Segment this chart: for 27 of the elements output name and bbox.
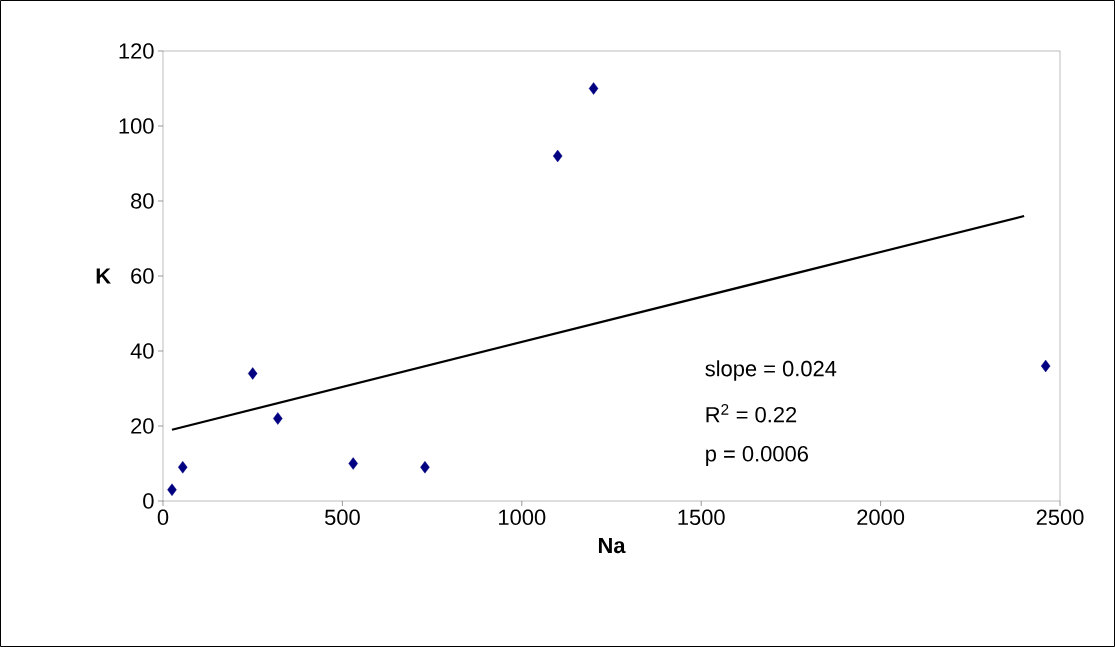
y-tick-label: 80 [131, 193, 154, 209]
point [1040, 359, 1051, 373]
y-axis-title: K [96, 268, 111, 284]
point [552, 149, 563, 163]
x-tick-label: 500 [324, 509, 360, 526]
x-tick-label: 1000 [499, 509, 546, 526]
point [248, 367, 258, 380]
x-axis-title: Na [598, 537, 626, 554]
point [178, 461, 188, 474]
y-tick-label: 0 [143, 493, 154, 509]
point [167, 483, 177, 496]
y-tick-label: 120 [119, 43, 154, 59]
x-tick-label: 0 [157, 509, 169, 526]
point [348, 457, 358, 470]
point [588, 82, 599, 95]
x-tick-label: 1500 [678, 509, 725, 526]
point [420, 461, 430, 474]
annotation: R$^{2}$ = 0.22 [706, 404, 797, 423]
x-tick-label: 2000 [857, 509, 905, 526]
y-tick-label: 20 [131, 418, 154, 434]
y-tick-label: 40 [130, 343, 154, 359]
y-tick-label: 60 [131, 268, 154, 284]
annotation: p = 0.0006 [706, 446, 808, 466]
y-tick-label: 100 [119, 118, 154, 134]
annotation: slope = 0.024 [705, 360, 837, 381]
x-tick-label: 2500 [1036, 509, 1084, 526]
point [273, 412, 283, 425]
